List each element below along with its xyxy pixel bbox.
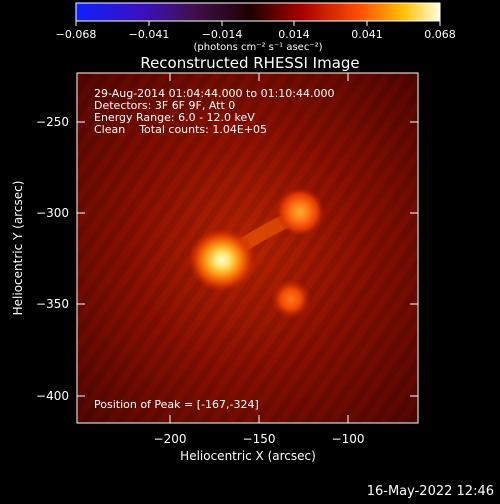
y-axis-label: Heliocentric Y (arcsec) bbox=[11, 181, 25, 316]
colorbar-tick-label: 0.068 bbox=[424, 28, 456, 41]
y-tick-label: −400 bbox=[36, 389, 69, 403]
peak-position-label: Position of Peak = [-167,-324] bbox=[94, 398, 259, 411]
info-detectors: Detectors: 3F 6F 9F, Att 0 bbox=[94, 99, 235, 112]
x-axis-ticks bbox=[169, 73, 349, 423]
plot-frame bbox=[76, 72, 419, 424]
footer-date: 16-May-2022 12:46 bbox=[367, 484, 494, 499]
source-south bbox=[271, 279, 311, 319]
colorbar-gradient bbox=[76, 3, 440, 21]
colorbar-unit-label: (photons cm⁻² s⁻¹ asec⁻²) bbox=[193, 42, 322, 53]
y-tick-label: −350 bbox=[36, 297, 69, 311]
info-clean-counts: Clean Total counts: 1.04E+05 bbox=[94, 123, 267, 136]
x-tick-label: −200 bbox=[154, 432, 187, 446]
x-axis-label: Heliocentric X (arcsec) bbox=[180, 449, 316, 463]
source-northeast bbox=[276, 188, 324, 236]
observation-info: 29-Aug-2014 01:04:44.000 to 01:10:44.000… bbox=[94, 87, 335, 136]
source-peak bbox=[188, 228, 256, 292]
info-energy-range: Energy Range: 6.0 - 12.0 keV bbox=[94, 111, 255, 124]
info-time-range: 29-Aug-2014 01:04:44.000 to 01:10:44.000 bbox=[94, 87, 335, 100]
x-tick-label: −150 bbox=[243, 432, 276, 446]
rhessi-image bbox=[77, 73, 418, 423]
colorbar-tick-label: 0.041 bbox=[351, 28, 383, 41]
y-axis-ticks bbox=[77, 121, 418, 397]
colorbar: −0.068 −0.041 −0.014 0.014 0.041 0.068 (… bbox=[56, 2, 456, 53]
x-tick-label: −100 bbox=[332, 432, 365, 446]
colorbar-tick-label: 0.014 bbox=[278, 28, 310, 41]
y-tick-label: −250 bbox=[36, 115, 69, 129]
y-tick-label: −300 bbox=[36, 206, 69, 220]
plot-title: Reconstructed RHESSI Image bbox=[140, 54, 359, 72]
colorbar-tick-label: −0.041 bbox=[129, 28, 170, 41]
colorbar-tick-label: −0.068 bbox=[56, 28, 97, 41]
colorbar-frame bbox=[75, 2, 441, 22]
colorbar-tick-label: −0.014 bbox=[202, 28, 243, 41]
